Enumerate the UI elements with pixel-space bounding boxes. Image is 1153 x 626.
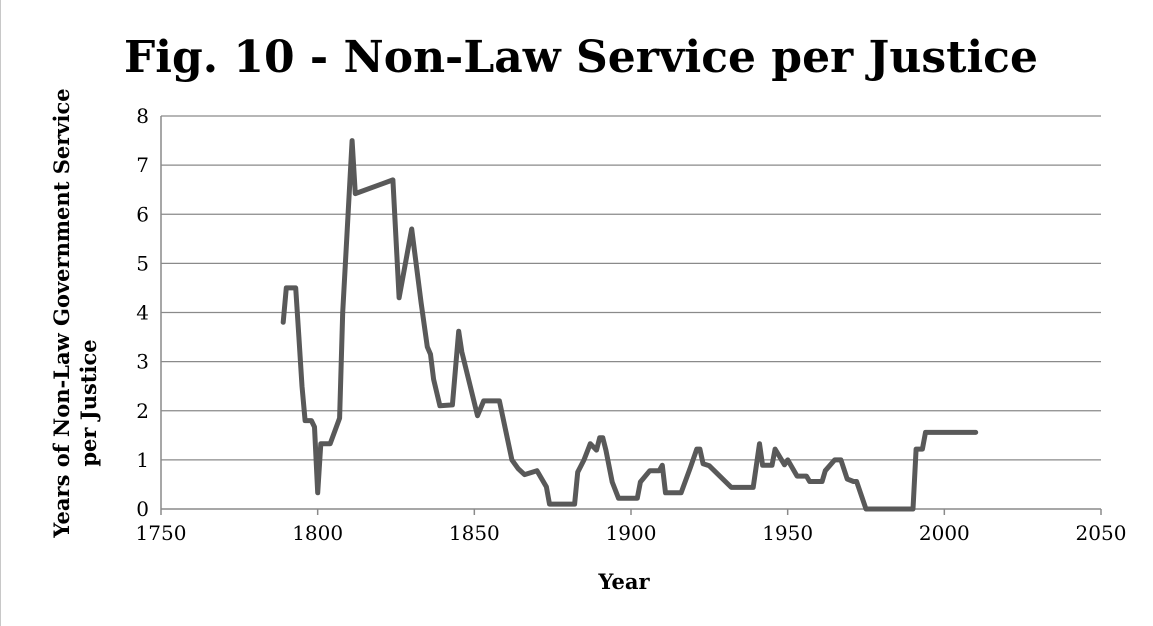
y-tick-label: 2 [136, 399, 149, 423]
x-tick-label: 2000 [919, 521, 970, 545]
tick-labels: 0 1 2 3 4 5 6 7 8 1750 1800 1850 1900 1950 2000 2050 [136, 104, 1127, 545]
y-tick-label: 5 [136, 251, 149, 275]
x-tick-label: 1850 [449, 521, 500, 545]
series-line-0 [280, 138, 979, 512]
y-tick-label: 4 [136, 301, 149, 325]
x-tick-label: 1950 [762, 521, 813, 545]
x-axis-label: Year [597, 569, 650, 594]
x-tick-label: 1900 [606, 521, 657, 545]
y-axis-label-line1: Years of Non-Law Government Service [49, 88, 74, 538]
y-tick-label: 6 [136, 202, 149, 226]
y-tick-label: 7 [136, 153, 149, 177]
axes [160, 116, 1102, 515]
y-tick-label: 8 [136, 104, 149, 128]
y-tick-label: 0 [136, 497, 149, 521]
y-axis-label-line2: per Justice [76, 339, 101, 466]
chart-title: Fig. 10 - Non-Law Service per Justice [124, 32, 1038, 83]
x-tick-label: 2050 [1076, 521, 1127, 545]
y-tick-label: 3 [136, 350, 149, 374]
x-tick-label: 1750 [136, 521, 187, 545]
x-tick-label: 1800 [292, 521, 343, 545]
gridlines [161, 115, 1101, 461]
y-tick-label: 1 [136, 448, 149, 472]
series-layer [280, 138, 979, 512]
